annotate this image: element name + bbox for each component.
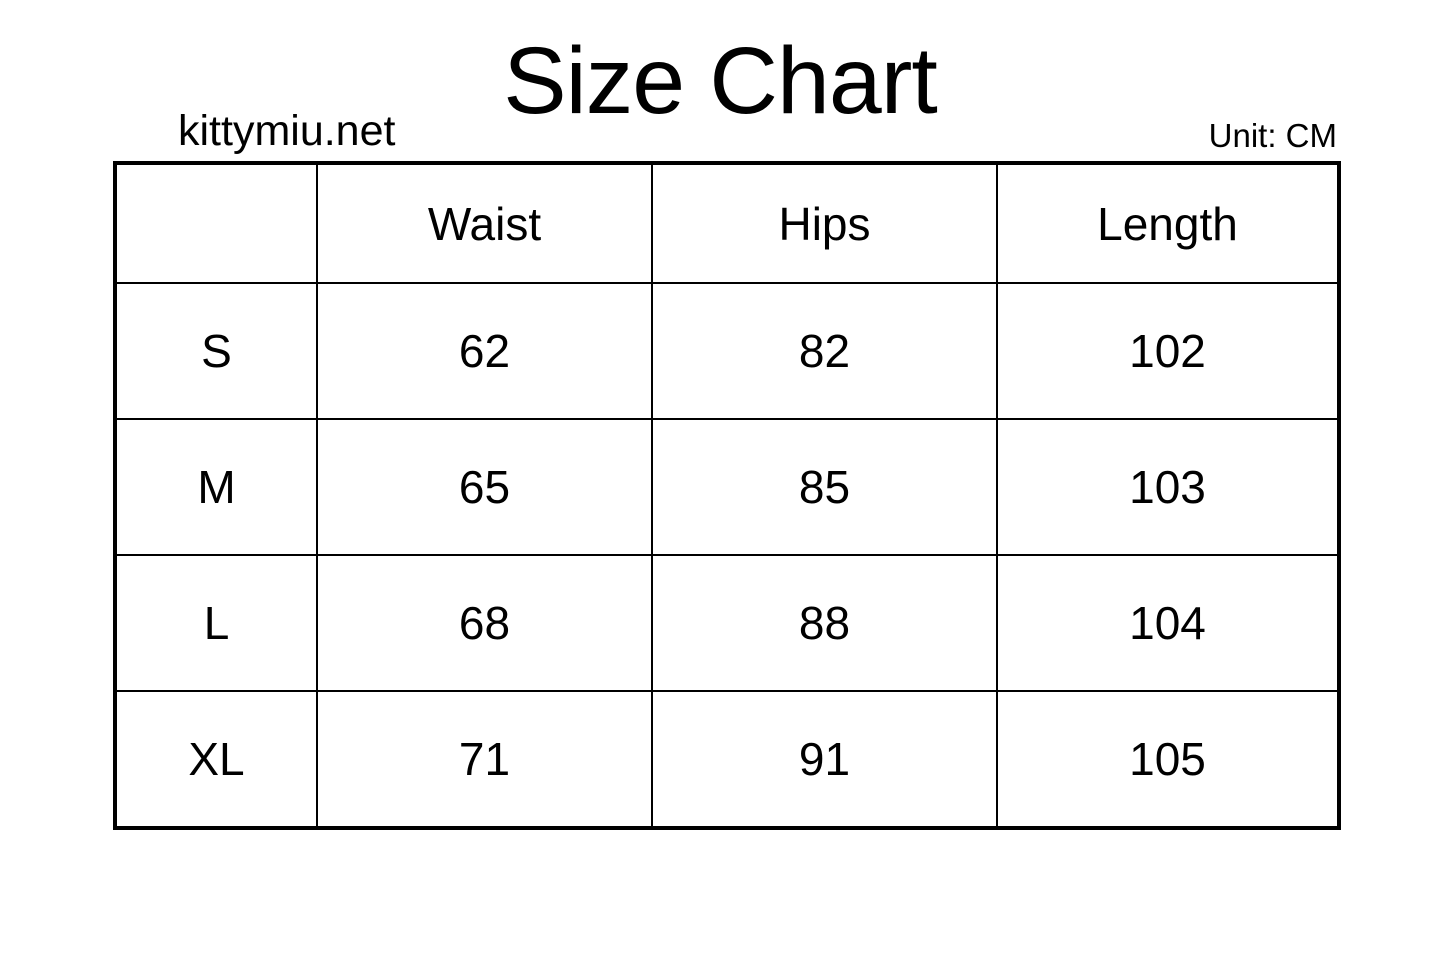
length-cell: 102 xyxy=(996,282,1340,420)
size-chart-table: Waist Hips Length S 62 82 102 M 65 85 10… xyxy=(113,161,1341,830)
table-header-row: Waist Hips Length xyxy=(114,162,1340,284)
table-row-m: M 65 85 103 xyxy=(114,418,1340,556)
waist-cell: 65 xyxy=(316,418,653,556)
size-cell: S xyxy=(114,282,318,420)
column-header-size xyxy=(114,162,318,284)
table-row-l: L 68 88 104 xyxy=(114,554,1340,692)
hips-cell: 88 xyxy=(651,554,998,692)
size-cell: L xyxy=(114,554,318,692)
waist-cell: 71 xyxy=(316,690,653,829)
length-cell: 105 xyxy=(996,690,1340,829)
length-cell: 104 xyxy=(996,554,1340,692)
table-row-s: S 62 82 102 xyxy=(114,282,1340,420)
length-cell: 103 xyxy=(996,418,1340,556)
waist-cell: 62 xyxy=(316,282,653,420)
column-header-length: Length xyxy=(996,162,1340,284)
unit-label: Unit: CM xyxy=(1208,117,1337,154)
size-cell: XL xyxy=(114,690,318,829)
hips-cell: 91 xyxy=(651,690,998,829)
table-row-xl: XL 71 91 105 xyxy=(114,690,1340,829)
column-header-waist: Waist xyxy=(316,162,653,284)
hips-cell: 82 xyxy=(651,282,998,420)
size-cell: M xyxy=(114,418,318,556)
waist-cell: 68 xyxy=(316,554,653,692)
hips-cell: 85 xyxy=(651,418,998,556)
page-title: Size Chart xyxy=(503,28,938,134)
site-name: kittymiu.net xyxy=(178,107,396,155)
column-header-hips: Hips xyxy=(651,162,998,284)
